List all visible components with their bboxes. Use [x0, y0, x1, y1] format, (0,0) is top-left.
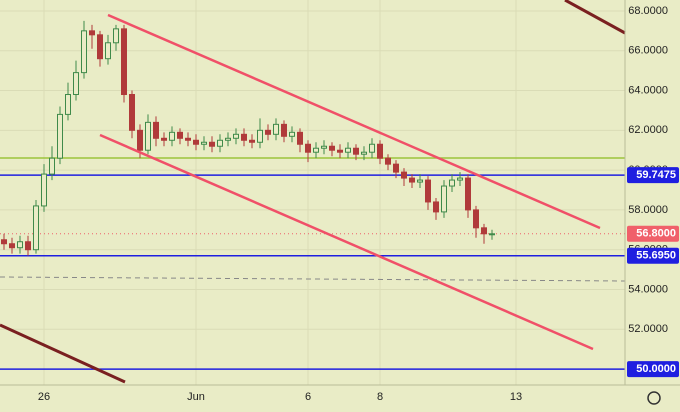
- candle-body: [49, 157, 55, 175]
- candle-body: [97, 34, 103, 60]
- y-tick-label: 64.0000: [628, 84, 668, 96]
- candle-body: [441, 185, 447, 213]
- candle-body: [393, 163, 399, 173]
- x-tick-label: 8: [377, 391, 383, 403]
- candle-body: [465, 177, 471, 211]
- candle-body: [161, 137, 167, 141]
- candle-body: [137, 129, 143, 151]
- y-tick-label: 54.0000: [628, 283, 668, 295]
- x-tick-label: Jun: [187, 391, 205, 403]
- candle-body: [481, 227, 487, 235]
- level-box: [627, 247, 679, 264]
- level-label: 59.7475: [636, 169, 676, 181]
- candle-body: [489, 233, 495, 236]
- channel-line: [99, 133, 594, 351]
- candle-body: [345, 147, 351, 153]
- candle-body: [209, 141, 215, 147]
- level-label: 55.6950: [636, 250, 676, 262]
- candle-body: [377, 143, 383, 159]
- y-tick-label: 52.0000: [628, 323, 668, 335]
- y-tick-label: 68.0000: [628, 5, 668, 17]
- candle-body: [233, 133, 239, 139]
- last-price-box: [627, 225, 679, 242]
- candle-body: [241, 133, 247, 141]
- grid-layer: [0, 0, 625, 385]
- candle-body: [73, 72, 79, 96]
- candle-body: [225, 137, 231, 141]
- candle-body: [249, 139, 255, 143]
- candle-body: [41, 173, 47, 207]
- candle-body: [113, 28, 119, 44]
- level-box: [627, 167, 679, 184]
- candle-body: [433, 201, 439, 213]
- candle-body: [185, 137, 191, 141]
- level-label: 50.0000: [636, 363, 676, 375]
- x-tick-label: 26: [38, 391, 50, 403]
- candle-body: [89, 30, 95, 36]
- candle-body: [105, 42, 111, 60]
- candle-body: [417, 179, 423, 183]
- candle-body: [177, 131, 183, 139]
- candle-body: [273, 123, 279, 135]
- candle-body: [289, 131, 295, 137]
- candle-body: [33, 205, 39, 251]
- candle-body: [145, 121, 151, 151]
- channel-line: [107, 13, 601, 230]
- candle-body: [305, 143, 311, 153]
- candle-body: [369, 143, 375, 153]
- candle-body: [353, 147, 359, 155]
- candle-body: [401, 171, 407, 179]
- trend-line: [564, 0, 626, 35]
- y-tick-label: 62.0000: [628, 124, 668, 136]
- y-tick-label: 66.0000: [628, 45, 668, 57]
- candle-body: [425, 179, 431, 203]
- candle-body: [153, 121, 159, 139]
- candle-body: [25, 241, 31, 251]
- settings-icon[interactable]: [647, 391, 661, 405]
- candle-body: [17, 241, 23, 249]
- candle-body: [169, 131, 175, 141]
- candle-body: [361, 151, 367, 155]
- candle-body: [201, 141, 207, 145]
- candle-body: [65, 94, 71, 115]
- y-tick-label: 58.0000: [628, 204, 668, 216]
- axis-labels: 50.000052.000054.000056.000058.000060.00…: [38, 5, 679, 403]
- candle-body: [329, 145, 335, 151]
- last-price-label: 56.8000: [636, 228, 676, 240]
- x-tick-label: 6: [305, 391, 311, 403]
- candle-body: [265, 129, 271, 135]
- candle-body: [473, 209, 479, 229]
- candle-body: [81, 30, 87, 74]
- x-tick-label: 13: [510, 391, 522, 403]
- candle-body: [313, 147, 319, 153]
- candle-body: [337, 149, 343, 153]
- candle-body: [193, 139, 199, 145]
- trend-line: [0, 323, 126, 384]
- candle-body: [281, 123, 287, 137]
- candle-body: [9, 243, 15, 249]
- candle-body: [121, 28, 127, 96]
- candle-body: [297, 131, 303, 145]
- candle-body: [409, 177, 415, 183]
- level-box: [627, 361, 679, 378]
- candle-body: [1, 239, 7, 245]
- candles: [1, 20, 495, 256]
- candle-body: [457, 177, 463, 181]
- candle-body: [449, 179, 455, 187]
- candle-body: [257, 129, 263, 143]
- candle-body: [57, 113, 63, 159]
- candle-body: [321, 145, 327, 149]
- candle-body: [217, 139, 223, 147]
- candle-body: [129, 94, 135, 131]
- candle-body: [385, 157, 391, 165]
